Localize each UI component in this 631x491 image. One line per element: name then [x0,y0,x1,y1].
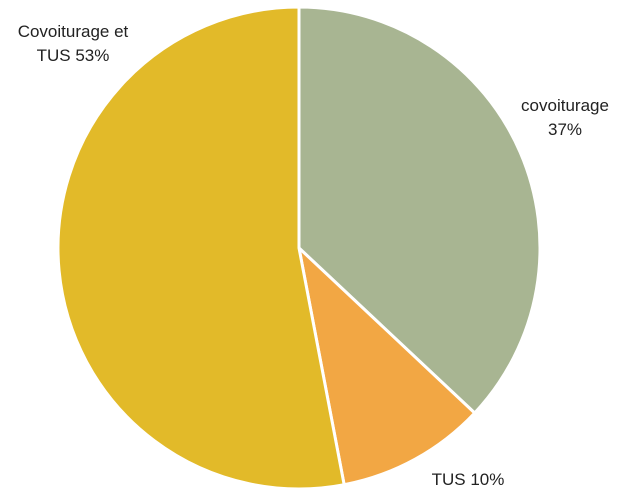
category-label: Covoiturage et TUS [17,22,129,65]
slice-label: TUS 10% [418,468,518,491]
pie-slice [56,5,346,491]
category-label: TUS [431,470,466,489]
slice-label: Covoiturage et TUS 53% [12,20,134,68]
category-label: covoiturage [521,96,609,115]
pie-slice [297,246,477,487]
value-label: 53% [75,46,110,65]
slice-label: covoiturage 37% [510,94,620,142]
value-label: 10% [470,470,505,489]
pie-slice [297,5,542,415]
value-label: 37% [547,120,583,139]
